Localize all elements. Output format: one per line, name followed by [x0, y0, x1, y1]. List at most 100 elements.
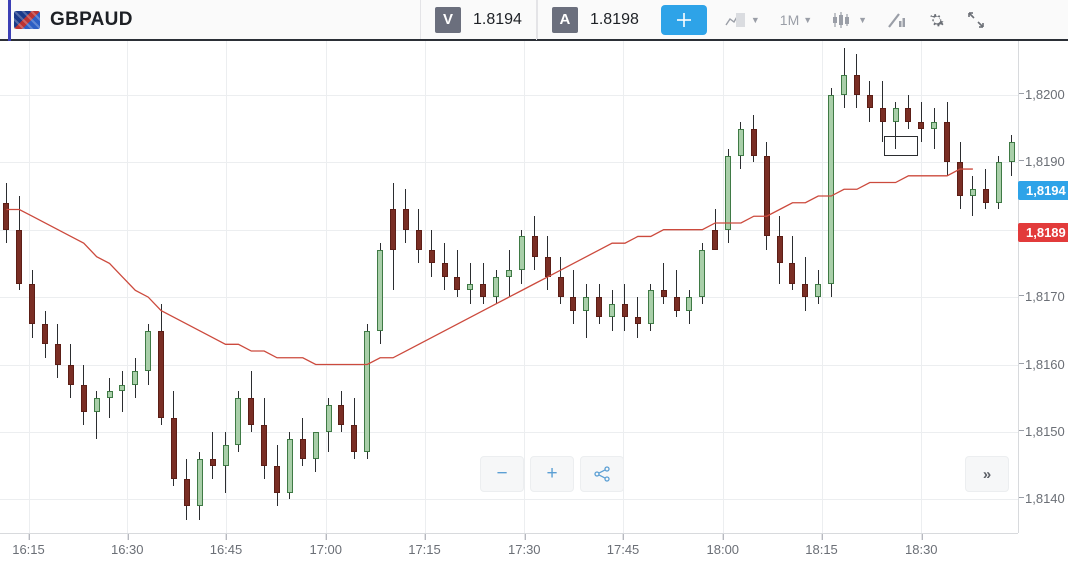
settings-button[interactable] [917, 0, 957, 39]
candlestick[interactable] [725, 149, 731, 243]
candlestick[interactable] [815, 270, 821, 304]
candlestick[interactable] [699, 243, 705, 304]
candlestick[interactable] [3, 183, 9, 244]
candlestick[interactable] [841, 48, 847, 109]
candlestick[interactable] [274, 445, 280, 506]
candlestick[interactable] [81, 365, 87, 426]
candlestick[interactable] [970, 176, 976, 216]
candlestick[interactable] [377, 243, 383, 344]
candlestick-type-dropdown[interactable]: ▼ [822, 0, 877, 39]
candlestick[interactable] [132, 358, 138, 398]
candlestick[interactable] [957, 142, 963, 209]
candlestick[interactable] [751, 115, 757, 162]
candlestick[interactable] [944, 102, 950, 176]
candlestick[interactable] [931, 108, 937, 148]
candlestick[interactable] [789, 236, 795, 290]
candlestick[interactable] [996, 156, 1002, 210]
candlestick[interactable] [983, 169, 989, 209]
candlestick[interactable] [326, 398, 332, 452]
candlestick[interactable] [184, 459, 190, 520]
candlestick[interactable] [55, 324, 61, 378]
candlestick[interactable] [29, 270, 35, 337]
candlestick[interactable] [287, 432, 293, 499]
candlestick[interactable] [403, 189, 409, 243]
candlestick[interactable] [42, 311, 48, 358]
ask-price-tag: 1,8189 [1018, 223, 1068, 242]
candlestick[interactable] [171, 391, 177, 485]
candlestick[interactable] [390, 183, 396, 291]
candlestick[interactable] [223, 432, 229, 493]
trend-chart-dropdown[interactable]: ▼ [715, 0, 770, 39]
candlestick[interactable] [738, 122, 744, 169]
candlestick[interactable] [712, 209, 718, 249]
candlestick[interactable] [300, 418, 306, 465]
candlestick[interactable] [918, 102, 924, 142]
candlestick[interactable] [454, 250, 460, 297]
time-axis-label: 18:00 [706, 542, 739, 557]
candlestick[interactable] [248, 371, 254, 432]
ask-toggle[interactable]: A 1.8198 [537, 0, 653, 39]
candlestick[interactable] [686, 290, 692, 324]
candlestick[interactable] [158, 304, 164, 425]
candlestick[interactable] [648, 284, 654, 331]
price-axis: 1,82001,81901,81801,81701,81601,81501,81… [1018, 41, 1068, 533]
share-button[interactable] [580, 456, 624, 492]
collapse-expand-button[interactable] [957, 0, 999, 39]
candlestick[interactable] [94, 391, 100, 438]
candlestick[interactable] [313, 432, 319, 472]
candlestick[interactable] [493, 270, 499, 304]
candlestick[interactable] [197, 452, 203, 519]
candlestick[interactable] [854, 54, 860, 108]
candlestick[interactable] [622, 284, 628, 331]
candlestick[interactable] [429, 230, 435, 277]
candlestick[interactable] [635, 297, 641, 337]
zoom-in-button[interactable]: + [530, 456, 574, 492]
candlestick[interactable] [145, 324, 151, 385]
candlestick[interactable] [119, 371, 125, 411]
chart-area[interactable]: 1,82001,81901,81801,81701,81601,81501,81… [0, 41, 1068, 564]
candlestick[interactable] [532, 216, 538, 270]
ask-letter-badge[interactable]: A [552, 7, 578, 33]
candlestick[interactable] [235, 391, 241, 452]
candlestick[interactable] [1009, 135, 1015, 175]
draw-tool-button[interactable] [877, 0, 917, 39]
candlestick[interactable] [68, 344, 74, 398]
period-dropdown[interactable]: 1M ▼ [770, 0, 822, 39]
candlestick[interactable] [905, 95, 911, 129]
candlestick[interactable] [467, 263, 473, 303]
zoom-out-button[interactable]: − [480, 456, 524, 492]
candlestick[interactable] [506, 250, 512, 297]
candlestick[interactable] [416, 209, 422, 263]
candlestick[interactable] [107, 378, 113, 418]
candlestick[interactable] [558, 257, 564, 304]
candlestick[interactable] [210, 432, 216, 479]
candlestick[interactable] [661, 263, 667, 303]
candlestick[interactable] [338, 391, 344, 431]
candlestick[interactable] [570, 270, 576, 324]
candlestick[interactable] [480, 263, 486, 303]
candlestick[interactable] [364, 324, 370, 459]
expand-panel-button[interactable]: » [965, 456, 1009, 492]
candlestick[interactable] [880, 81, 886, 142]
candlestick[interactable] [261, 398, 267, 479]
candlestick[interactable] [596, 284, 602, 324]
candlestick[interactable] [351, 398, 357, 459]
time-axis-label: 18:15 [805, 542, 838, 557]
candlestick[interactable] [764, 142, 770, 250]
candlestick[interactable] [777, 216, 783, 283]
candle-selection-box[interactable] [884, 136, 918, 156]
candlestick[interactable] [609, 290, 615, 330]
candlestick[interactable] [519, 230, 525, 284]
bid-letter-badge[interactable]: V [435, 7, 461, 33]
candlestick[interactable] [674, 270, 680, 317]
candlestick[interactable] [867, 81, 873, 121]
bid-toggle[interactable]: V 1.8194 [420, 0, 536, 39]
crosshair-tool-button[interactable] [661, 5, 707, 35]
candlestick[interactable] [583, 284, 589, 338]
candlestick[interactable] [545, 236, 551, 290]
bid-price-tag: 1,8194 [1018, 181, 1068, 200]
candlestick[interactable] [802, 257, 808, 311]
candlestick[interactable] [442, 243, 448, 290]
candlestick[interactable] [828, 88, 834, 297]
candlestick[interactable] [16, 196, 22, 290]
